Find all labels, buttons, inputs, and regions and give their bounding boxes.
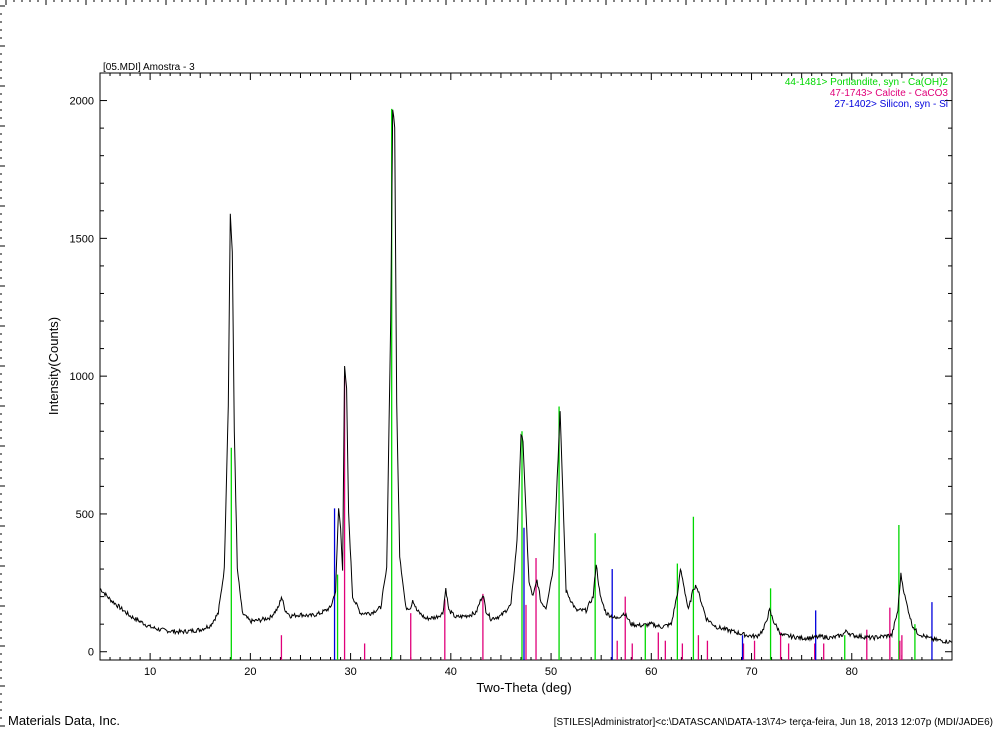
plot-area <box>99 72 953 661</box>
x-axis-label: Two-Theta (deg) <box>476 680 571 695</box>
y-tick-label: 1000 <box>70 371 94 383</box>
phase-legend: 44-1481> Portlandite, syn - Ca(OH)247-17… <box>785 77 949 110</box>
x-tick-label: 80 <box>846 666 858 678</box>
legend-entry: 44-1481> Portlandite, syn - Ca(OH)2 <box>785 77 949 88</box>
file-info-label: [STILES|Administrator]<c:\DATASCAN\DATA-… <box>553 717 993 728</box>
x-tick-label: 60 <box>645 666 657 678</box>
x-tick-label: 70 <box>745 666 757 678</box>
x-tick-label: 20 <box>244 666 256 678</box>
company-label: Materials Data, Inc. <box>8 713 120 728</box>
y-axis-label: Intensity(Counts) <box>46 317 61 415</box>
x-tick-label: 30 <box>344 666 356 678</box>
y-tick-label: 0 <box>88 647 94 659</box>
x-tick-label: 40 <box>445 666 457 678</box>
y-tick-label: 500 <box>76 509 94 521</box>
x-axis-ticks: 10 20 30 40 50 60 70 80 <box>99 73 953 678</box>
chart-title: [05.MDI] Amostra - 3 <box>103 62 195 73</box>
diffraction-pattern <box>99 109 953 644</box>
y-tick-label: 2000 <box>70 96 94 108</box>
pattern-line <box>99 109 953 644</box>
y-axis-ticks: 0 500 1000 1500 2000 <box>70 96 952 659</box>
legend-entry: 47-1743> Calcite - CaCO3 <box>830 88 949 99</box>
legend-entry: 27-1402> Silicon, syn - Si <box>834 99 948 110</box>
x-tick-label: 10 <box>144 666 156 678</box>
y-tick-label: 1500 <box>70 233 94 245</box>
x-tick-label: 50 <box>545 666 557 678</box>
